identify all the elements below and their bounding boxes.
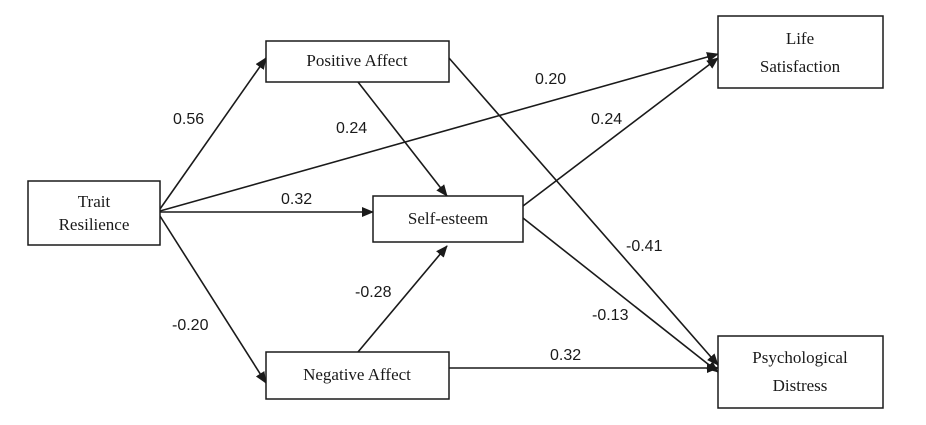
coef-positive-affect-self-esteem: 0.24 xyxy=(336,120,367,137)
path-resilience-to-life-satisfaction xyxy=(159,52,719,212)
coef-resilience-life-satisfaction: 0.20 xyxy=(535,71,566,88)
path-resilience-to-positive-affect xyxy=(159,57,267,210)
node-trait-resilience-line-2: Resilience xyxy=(59,215,130,234)
coef-negative-affect-self-esteem: -0.28 xyxy=(355,284,392,301)
path-self-esteem-to-life-satisfaction xyxy=(522,57,719,207)
node-negative-affect: Negative Affect xyxy=(265,351,450,400)
coef-negative-affect-distress: 0.32 xyxy=(550,347,581,364)
path-self-esteem-to-distress xyxy=(522,217,719,373)
node-trait-resilience-line-1: Trait xyxy=(78,192,111,211)
coef-resilience-negative-affect: -0.20 xyxy=(172,317,209,334)
node-negative-affect-label: Negative Affect xyxy=(303,365,411,384)
path-lines xyxy=(159,52,719,384)
node-self-esteem-label: Self-esteem xyxy=(408,209,488,228)
coef-resilience-positive-affect: 0.56 xyxy=(173,111,204,128)
coef-self-esteem-distress: -0.13 xyxy=(592,307,629,324)
node-life-satisfaction-line-1: Life xyxy=(786,29,814,48)
path-positive-affect-to-self-esteem xyxy=(357,81,448,197)
coef-self-esteem-life-satisfaction: 0.24 xyxy=(591,111,622,128)
node-positive-affect-label: Positive Affect xyxy=(306,51,407,70)
path-positive-affect-to-distress xyxy=(448,57,719,366)
node-self-esteem: Self-esteem xyxy=(372,195,524,243)
node-psychological-distress-line-1: Psychological xyxy=(752,348,848,367)
node-life-satisfaction-line-2: Satisfaction xyxy=(760,57,841,76)
node-life-satisfaction: Life Satisfaction xyxy=(717,15,884,89)
coefficient-labels: 0.56 0.32 -0.20 0.20 0.24 -0.41 -0.28 0.… xyxy=(172,71,663,364)
path-resilience-to-negative-affect xyxy=(159,215,267,384)
node-psychological-distress: Psychological Distress xyxy=(717,335,884,409)
coef-positive-affect-distress: -0.41 xyxy=(626,238,663,255)
node-trait-resilience: Trait Resilience xyxy=(27,180,161,246)
coef-resilience-self-esteem: 0.32 xyxy=(281,191,312,208)
node-psychological-distress-line-2: Distress xyxy=(773,376,828,395)
path-negative-affect-to-self-esteem xyxy=(357,245,448,353)
node-positive-affect: Positive Affect xyxy=(265,40,450,83)
